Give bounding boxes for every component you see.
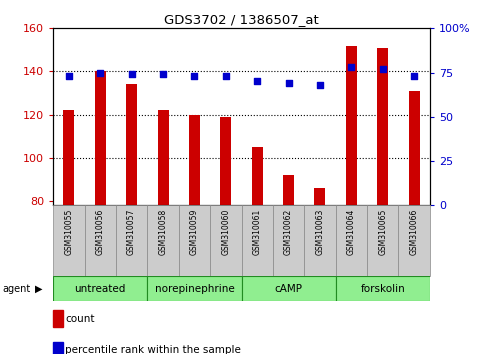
Point bbox=[128, 72, 135, 77]
FancyBboxPatch shape bbox=[53, 205, 85, 276]
FancyBboxPatch shape bbox=[242, 205, 273, 276]
Text: GSM310066: GSM310066 bbox=[410, 209, 419, 255]
FancyBboxPatch shape bbox=[116, 205, 147, 276]
Point bbox=[316, 82, 324, 88]
Bar bbox=[346, 46, 357, 354]
Point bbox=[253, 79, 261, 84]
Text: GSM310057: GSM310057 bbox=[127, 209, 136, 255]
Bar bbox=[126, 85, 137, 354]
FancyBboxPatch shape bbox=[53, 276, 147, 301]
Point bbox=[348, 64, 355, 70]
Text: count: count bbox=[65, 314, 95, 324]
Text: GSM310064: GSM310064 bbox=[347, 209, 356, 255]
Bar bbox=[283, 175, 294, 354]
Text: GSM310065: GSM310065 bbox=[378, 209, 387, 255]
Text: percentile rank within the sample: percentile rank within the sample bbox=[65, 345, 241, 354]
Point bbox=[285, 80, 293, 86]
Point bbox=[379, 66, 387, 72]
Point bbox=[65, 73, 73, 79]
Text: norepinephrine: norepinephrine bbox=[155, 284, 234, 293]
Bar bbox=[409, 91, 420, 354]
Point bbox=[222, 73, 230, 79]
FancyBboxPatch shape bbox=[398, 205, 430, 276]
Point bbox=[191, 73, 199, 79]
FancyBboxPatch shape bbox=[336, 205, 367, 276]
FancyBboxPatch shape bbox=[179, 205, 210, 276]
Bar bbox=[63, 110, 74, 354]
Text: agent: agent bbox=[2, 284, 30, 293]
Text: GSM310055: GSM310055 bbox=[64, 209, 73, 255]
FancyBboxPatch shape bbox=[304, 205, 336, 276]
Bar bbox=[252, 147, 263, 354]
Text: untreated: untreated bbox=[74, 284, 126, 293]
Point bbox=[97, 70, 104, 75]
FancyBboxPatch shape bbox=[147, 276, 242, 301]
Text: GSM310060: GSM310060 bbox=[221, 209, 230, 255]
FancyBboxPatch shape bbox=[367, 205, 398, 276]
Bar bbox=[95, 72, 106, 354]
Bar bbox=[53, 342, 63, 354]
Bar bbox=[314, 188, 326, 354]
Text: GSM310056: GSM310056 bbox=[96, 209, 105, 255]
FancyBboxPatch shape bbox=[210, 205, 242, 276]
Bar bbox=[53, 310, 63, 327]
Text: GSM310058: GSM310058 bbox=[158, 209, 168, 255]
Text: ▶: ▶ bbox=[35, 284, 43, 293]
FancyBboxPatch shape bbox=[85, 205, 116, 276]
Title: GDS3702 / 1386507_at: GDS3702 / 1386507_at bbox=[164, 13, 319, 26]
Text: cAMP: cAMP bbox=[275, 284, 302, 293]
Point bbox=[159, 72, 167, 77]
FancyBboxPatch shape bbox=[242, 276, 336, 301]
Text: GSM310061: GSM310061 bbox=[253, 209, 262, 255]
Bar bbox=[189, 115, 200, 354]
Text: GSM310063: GSM310063 bbox=[315, 209, 325, 255]
Text: forskolin: forskolin bbox=[360, 284, 405, 293]
FancyBboxPatch shape bbox=[147, 205, 179, 276]
FancyBboxPatch shape bbox=[336, 276, 430, 301]
Text: GSM310059: GSM310059 bbox=[190, 209, 199, 255]
Bar bbox=[377, 48, 388, 354]
FancyBboxPatch shape bbox=[273, 205, 304, 276]
Bar bbox=[220, 117, 231, 354]
Text: GSM310062: GSM310062 bbox=[284, 209, 293, 255]
Point bbox=[411, 73, 418, 79]
Bar bbox=[157, 110, 169, 354]
